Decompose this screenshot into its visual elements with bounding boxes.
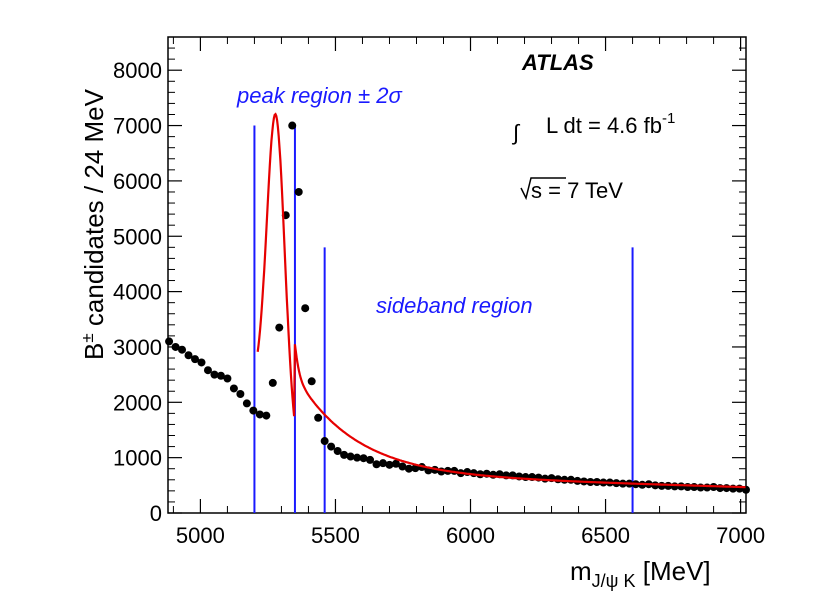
data-point xyxy=(236,390,245,398)
axis-ticks xyxy=(168,36,746,514)
y-tick-label: 3000 xyxy=(113,335,162,360)
data-point xyxy=(372,460,381,469)
data-point xyxy=(229,384,238,393)
data-point xyxy=(249,406,258,415)
data-point xyxy=(203,366,212,375)
x-tick-label: 7000 xyxy=(716,523,765,548)
data-point xyxy=(391,459,400,468)
data-point xyxy=(210,370,219,379)
data-point xyxy=(191,355,200,364)
data-point xyxy=(165,337,174,346)
data-point xyxy=(398,462,407,471)
data-point xyxy=(216,371,225,380)
y-tick-label: 4000 xyxy=(113,280,162,305)
y-axis-title: B± candidates / 24 MeV xyxy=(78,88,109,360)
y-tick-labels: 0 1000 2000 3000 4000 5000 6000 7000 8000 xyxy=(113,58,162,526)
atlas-label: ATLAS xyxy=(521,50,594,75)
data-point xyxy=(171,342,180,351)
x-tick-label: 5000 xyxy=(176,523,225,548)
x-tick-label: 6500 xyxy=(581,523,630,548)
data-point xyxy=(378,459,387,468)
sideband-region-label: sideband region xyxy=(376,293,533,318)
data-point xyxy=(359,454,368,463)
data-point xyxy=(314,413,323,422)
data-point xyxy=(197,358,206,367)
data-point xyxy=(255,410,264,419)
data-point xyxy=(262,411,271,420)
luminosity-label: L dt = 4.6 fb-1 xyxy=(546,110,675,138)
sqrt-symbol xyxy=(520,177,566,201)
data-point xyxy=(333,447,342,456)
y-tick-label: 8000 xyxy=(113,58,162,83)
data-point xyxy=(288,121,297,130)
y-tick-label: 1000 xyxy=(113,446,162,471)
data-point xyxy=(327,442,336,451)
x-tick-labels: 5000 5500 6000 6500 7000 xyxy=(176,523,765,548)
data-point xyxy=(353,453,362,462)
data-point xyxy=(404,464,413,473)
x-axis-title: mJ/ψ K [MeV] xyxy=(570,556,711,591)
data-point xyxy=(340,450,349,459)
data-point xyxy=(242,399,251,408)
data-point xyxy=(294,187,303,196)
y-tick-label: 6000 xyxy=(113,169,162,194)
data-point xyxy=(223,374,232,383)
y-tick-label: 2000 xyxy=(113,390,162,415)
peak-region-label: peak region ± 2σ xyxy=(236,83,403,108)
y-tick-label: 5000 xyxy=(113,224,162,249)
data-point xyxy=(268,378,277,387)
data-point xyxy=(346,452,355,461)
energy-label: s = 7 TeV xyxy=(531,178,623,203)
x-tick-label: 6000 xyxy=(446,523,495,548)
data-point xyxy=(301,304,310,313)
x-tick-label: 5500 xyxy=(311,523,360,548)
integral-symbol: ∫ xyxy=(511,120,521,145)
region-lines xyxy=(253,125,634,513)
data-point xyxy=(366,455,375,464)
y-tick-label: 0 xyxy=(150,501,162,526)
data-point xyxy=(307,377,316,386)
data-point xyxy=(275,323,284,332)
data-point xyxy=(184,351,193,360)
data-point xyxy=(320,437,329,446)
plot-frame xyxy=(167,36,747,514)
y-tick-label: 7000 xyxy=(113,114,162,139)
data-point xyxy=(178,345,187,354)
fit-curve xyxy=(256,112,746,489)
data-point xyxy=(385,460,394,469)
